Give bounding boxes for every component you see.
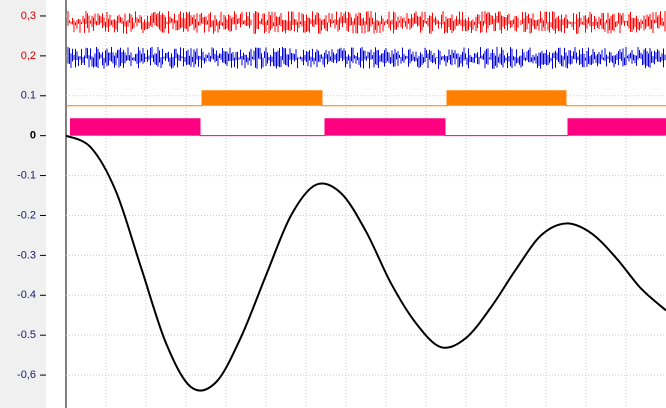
noise-band [67, 10, 666, 34]
pulse-fill [202, 90, 566, 106]
noise-band [67, 46, 666, 69]
pulse-fill [70, 118, 666, 136]
y-tick-label: -0,6 [17, 369, 36, 381]
y-tick-label: -0.2 [17, 209, 36, 221]
y-tick-label: 0,2 [21, 50, 36, 62]
y-tick-label: -0.1 [17, 169, 36, 181]
y-tick-label: 0 [30, 130, 36, 142]
y-tick-label: 0,3 [21, 10, 36, 22]
noise-trace [67, 46, 666, 69]
y-tick-label: -0.4 [17, 289, 36, 301]
step-line [66, 90, 666, 107]
y-tick-label: 0.1 [21, 90, 36, 102]
y-tick-label: -0.3 [17, 249, 36, 261]
step-line [70, 118, 666, 137]
noise-trace [67, 10, 666, 34]
signal-line [65, 134, 666, 392]
y-tick-label: -0.5 [17, 329, 36, 341]
axis-panel [0, 0, 46, 408]
